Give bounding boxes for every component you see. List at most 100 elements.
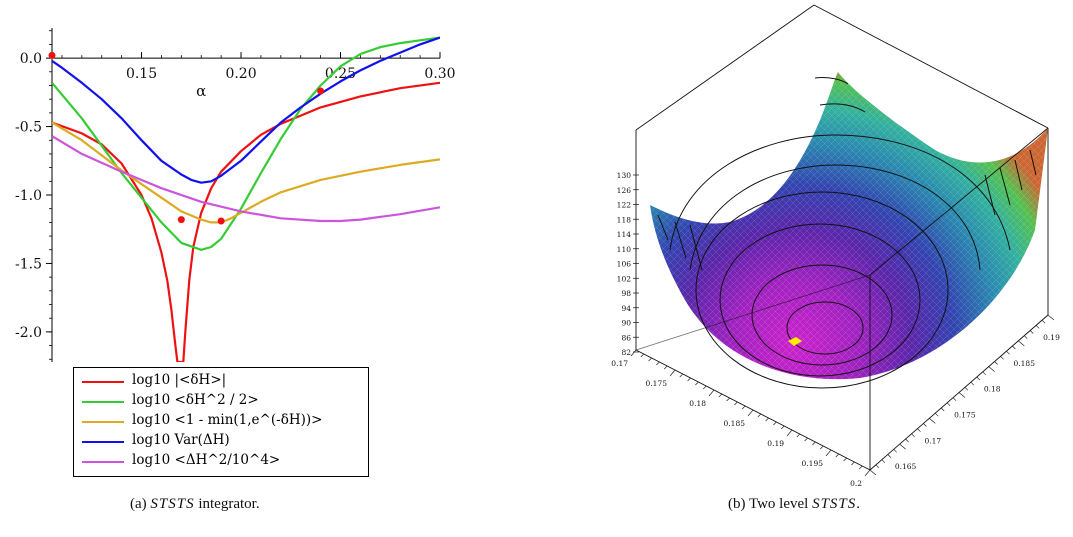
y-tick-label: 0.0: [20, 51, 42, 67]
series-line-2: [52, 121, 440, 224]
y-tick: [946, 402, 951, 407]
y-tick: [970, 381, 975, 386]
x-tick-label: 0.30: [424, 66, 455, 82]
y-tick: [1018, 340, 1025, 347]
legend-label: log10 <1 - min(1,e^(-δH))>: [132, 412, 323, 428]
y-tick: [875, 464, 880, 469]
x-axis-label: α: [196, 82, 206, 100]
caption-b-label: (b): [728, 496, 746, 512]
z-tick-label: 102: [617, 274, 632, 283]
x-tick: [630, 349, 637, 357]
z-tick-label: 122: [617, 201, 632, 210]
z-tick-label: 90: [621, 319, 631, 328]
x-tick: [747, 409, 754, 417]
x-tick-label: 0.20: [225, 66, 256, 82]
y-tick-label: -1.0: [15, 188, 42, 204]
x-tick: [708, 389, 715, 397]
x-tick: [718, 393, 723, 398]
y-tick: [1029, 330, 1034, 334]
legend-swatch: [82, 461, 124, 463]
x-tick: [819, 445, 824, 450]
caption-a-name: STSTS: [150, 496, 195, 512]
y-tick: [1012, 345, 1016, 350]
y-tick-label: 0.165: [895, 462, 917, 471]
x-tick-label: 0.175: [646, 379, 668, 388]
y-tick-label: -2.0: [15, 325, 42, 341]
y-tick-label: 0.18: [984, 385, 1001, 394]
data-marker: [317, 87, 325, 95]
y-tick: [976, 376, 981, 381]
legend-swatch: [82, 421, 124, 423]
z-tick-label: 130: [617, 171, 632, 180]
y-tick-label: 0.17: [925, 436, 942, 445]
x-tick: [669, 369, 676, 377]
x-tick: [812, 441, 816, 446]
x-tick: [780, 425, 785, 430]
y-tick: [952, 397, 957, 401]
y-tick: [1024, 335, 1028, 339]
caption-b-pre: Two level: [748, 496, 813, 512]
legend-label: log10 <ΔH^2/10^4>: [132, 452, 281, 468]
series-line-0: [52, 81, 440, 362]
data-marker: [48, 51, 56, 59]
x-tick: [825, 449, 832, 457]
integrator-line-chart: 0.0 -0.5 -1.0 -1.5 -2.0 0.15 0.20 0.25 0.30 α log…: [0, 0, 470, 490]
z-tick-label: 86: [621, 333, 631, 342]
x-tick: [687, 377, 691, 382]
contour-lines: [657, 77, 1037, 389]
y-tick: [893, 449, 897, 453]
y-tick: [935, 412, 939, 417]
y-tick: [917, 428, 921, 432]
y-tick: [905, 438, 909, 443]
x-tick: [858, 465, 863, 470]
y-tick: [1006, 350, 1010, 355]
x-tick-label: 0.19: [767, 439, 784, 448]
minimum-marker: [788, 337, 802, 346]
surface-mesh: [650, 72, 1048, 380]
x-tick: [702, 385, 707, 390]
x-tick: [734, 401, 738, 406]
y-tick: [994, 361, 998, 365]
y-tick: [1000, 356, 1004, 360]
y-tick: [929, 418, 936, 424]
x-tick: [835, 453, 840, 458]
x-tick: [648, 357, 652, 362]
series-group: [52, 36, 440, 362]
y-tick: [982, 371, 986, 376]
legend-swatch: [82, 381, 124, 383]
legend-swatch: [82, 401, 124, 403]
z-tick-label: 94: [621, 304, 631, 313]
x-tick: [640, 353, 645, 358]
x-tick: [726, 397, 730, 402]
x-tick-label: 0.18: [689, 399, 706, 408]
y-tick: [911, 433, 915, 438]
y-tick: [869, 469, 877, 476]
y-tick: [940, 407, 945, 412]
x-tick: [851, 461, 855, 466]
x-tick: [843, 457, 847, 462]
z-tick-label: 110: [617, 245, 632, 254]
y-tick: [923, 423, 927, 427]
caption-a: (a) STSTS integrator.: [130, 496, 260, 513]
data-marker: [177, 216, 185, 224]
x-tick: [695, 381, 699, 386]
line-chart-svg: 0.0-0.5-1.0-1.5-2.00.15 0.20 0.25 0.30α: [15, 28, 456, 362]
x-tick: [679, 373, 684, 378]
x-tick: [757, 413, 762, 418]
caption-b-suffix: .: [856, 496, 861, 512]
chart-legend: log10 |<δH>| log10 <δH^2 / 2> log10 <1 -…: [73, 367, 369, 477]
y-tick: [1047, 314, 1055, 321]
z-tick-label: 114: [617, 230, 632, 239]
z-tick-label: 118: [617, 215, 632, 224]
x-tick: [786, 429, 793, 437]
caption-b-name: STSTS: [812, 496, 857, 512]
caption-a-suffix: integrator.: [194, 496, 260, 512]
x-tick: [741, 405, 746, 410]
two-level-surface-plot: 130 126 122 118 114 110 106 102 98 94 90 86 82 0.17 0…: [590, 0, 1073, 490]
data-marker: [217, 217, 225, 225]
y-tick: [1035, 325, 1040, 329]
x-tick: [804, 437, 808, 442]
caption-a-label: (a): [130, 496, 147, 512]
legend-label: log10 |<δH>|: [132, 372, 227, 388]
